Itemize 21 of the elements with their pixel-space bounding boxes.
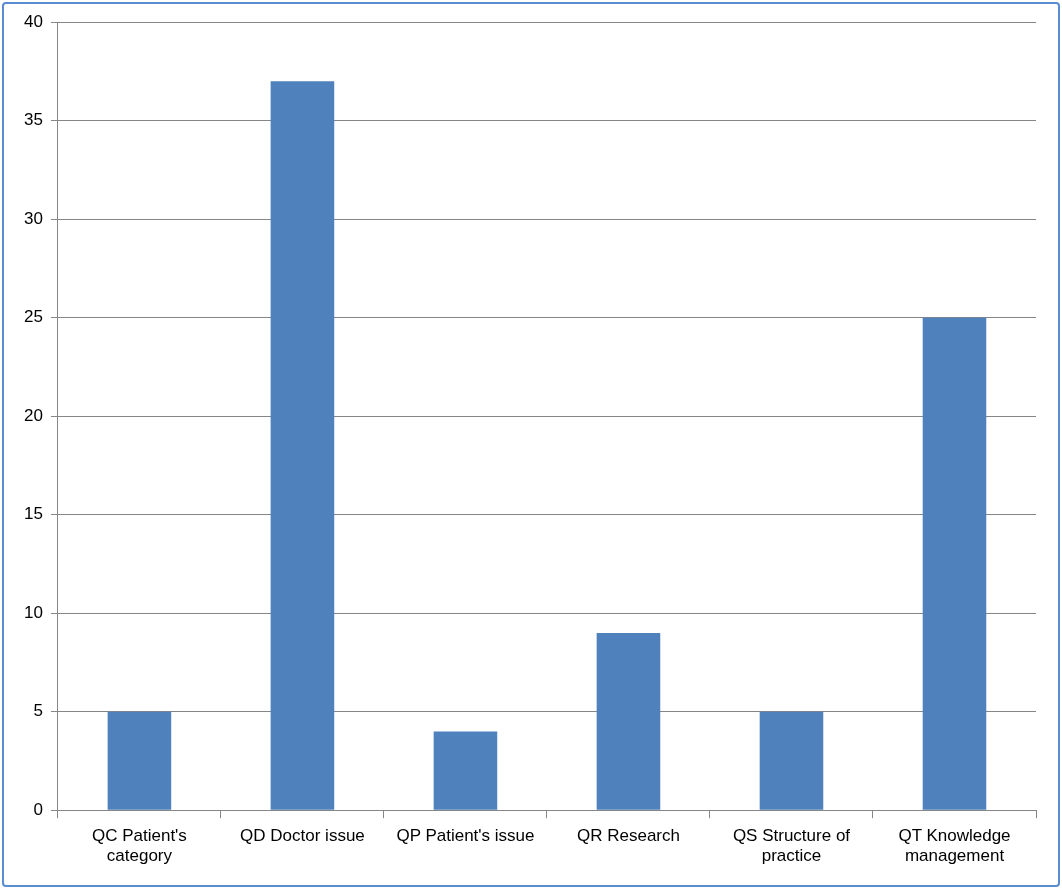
y-tick-label: 25 — [23, 307, 43, 327]
bar — [107, 711, 172, 810]
x-tick-label: QT Knowledge management — [898, 826, 1011, 866]
bar — [922, 317, 987, 810]
x-tick-label: QP Patient's issue — [396, 826, 535, 846]
bar — [433, 731, 498, 810]
x-tick-label: QC Patient's category — [91, 826, 187, 866]
y-tick-label: 35 — [23, 110, 43, 130]
y-tick-label: 5 — [33, 701, 43, 721]
y-tick-label: 10 — [23, 602, 43, 622]
y-tick-label: 15 — [23, 504, 43, 524]
bar — [596, 632, 661, 810]
y-tick-label: 30 — [23, 208, 43, 228]
y-tick-label: 20 — [23, 405, 43, 425]
x-tick-label: QS Structure of practice — [732, 826, 851, 866]
x-tick-label: QD Doctor issue — [240, 826, 365, 846]
bar — [759, 711, 824, 810]
y-tick-label: 40 — [23, 11, 43, 31]
bar — [270, 81, 335, 810]
x-tick-label: QR Research — [576, 826, 680, 846]
y-tick-label: 0 — [33, 799, 43, 819]
